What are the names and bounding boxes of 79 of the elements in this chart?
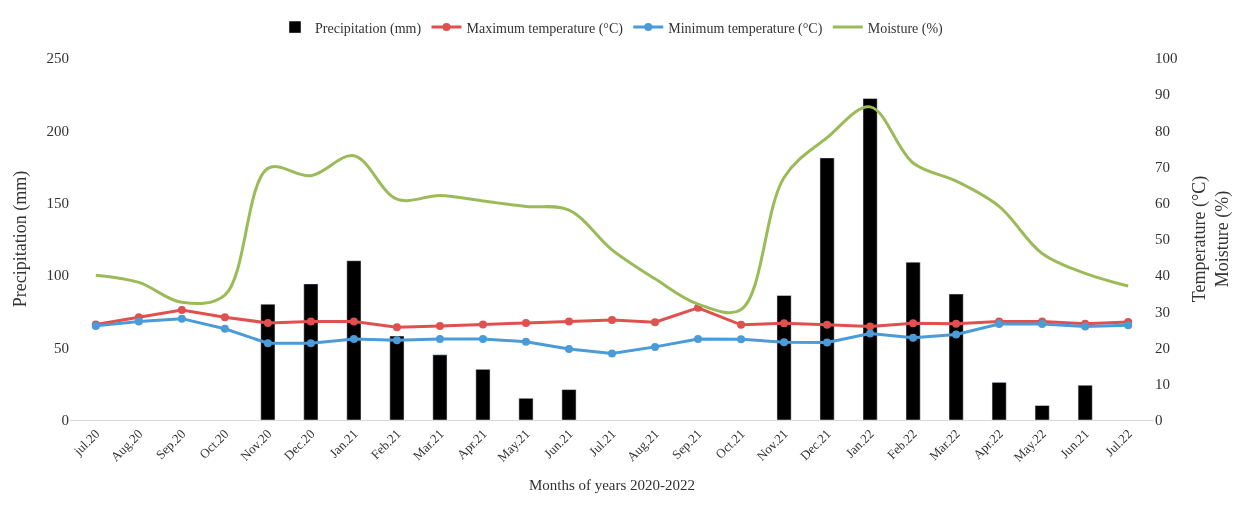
bar [819,157,835,420]
y-tick-label: 50 [54,339,69,356]
point [220,324,229,333]
point [220,313,229,322]
bar [432,354,448,420]
point [608,349,616,358]
point [521,318,530,327]
y2-tick-label: 50 [1155,231,1170,248]
y-tick-label: 100 [46,267,69,284]
point [177,314,186,323]
y2-tick-label: 80 [1155,122,1170,139]
point [866,329,875,338]
bar [862,98,878,420]
y-axis-title: Precipitation (mm) [9,170,31,308]
y2-tick-label: 20 [1155,339,1170,356]
point [263,339,272,348]
y2-tick-label: 100 [1155,50,1178,67]
point [737,335,746,344]
point [564,345,573,354]
point [392,323,401,332]
point [306,317,315,326]
point [478,334,487,343]
point [694,334,703,343]
point [177,305,186,314]
bar [475,369,491,420]
y2-tick-label: 60 [1155,195,1170,212]
bar [518,398,534,420]
legend-label: Moisture (%) [867,20,944,37]
point [521,337,530,346]
point [435,321,444,330]
y-tick-label: 0 [61,412,69,429]
point [435,334,444,343]
point [952,330,961,339]
point [823,338,832,347]
point [737,320,746,329]
legend-label: Precipitation (mm) [315,20,422,37]
point [608,316,616,325]
point [564,317,573,326]
bar [991,382,1007,420]
y-tick-label: 250 [46,50,69,67]
x-axis-title: Months of years 2020-2022 [528,476,696,493]
point [263,318,272,327]
point [780,338,789,347]
bar [260,303,276,420]
point [134,317,143,326]
y2-axis-title: Temperature (°C) Moisture (%) [1188,175,1233,303]
y2-tick-label: 70 [1155,158,1170,175]
point [952,319,961,328]
bar [1034,405,1050,420]
point [866,322,875,331]
y2-tick-label: 30 [1155,303,1170,320]
point [651,342,660,351]
point [306,339,315,348]
bar [303,283,319,420]
bar [346,260,362,420]
point [392,336,401,345]
point [651,318,660,327]
bar [561,389,577,420]
bar [948,293,964,420]
point [909,333,918,342]
y2-tick-label: 0 [1155,412,1163,429]
point [349,334,358,343]
point [823,320,832,329]
y2-tick-label: 10 [1155,376,1170,393]
point [780,319,789,328]
y-tick-label: 200 [46,122,69,139]
bar [389,335,405,420]
point [909,319,918,328]
bar [776,295,792,420]
y2-tick-label: 40 [1155,267,1170,284]
point [1124,321,1133,330]
y2-tick-label: 90 [1155,86,1170,103]
y-tick-label: 150 [46,195,69,212]
bar [905,261,921,420]
point [349,317,358,326]
point [478,320,487,329]
legend-label: Minimum temperature (°C) [668,20,823,37]
bar [1077,385,1093,420]
legend-label: Maximum temperature (°C) [466,20,624,37]
